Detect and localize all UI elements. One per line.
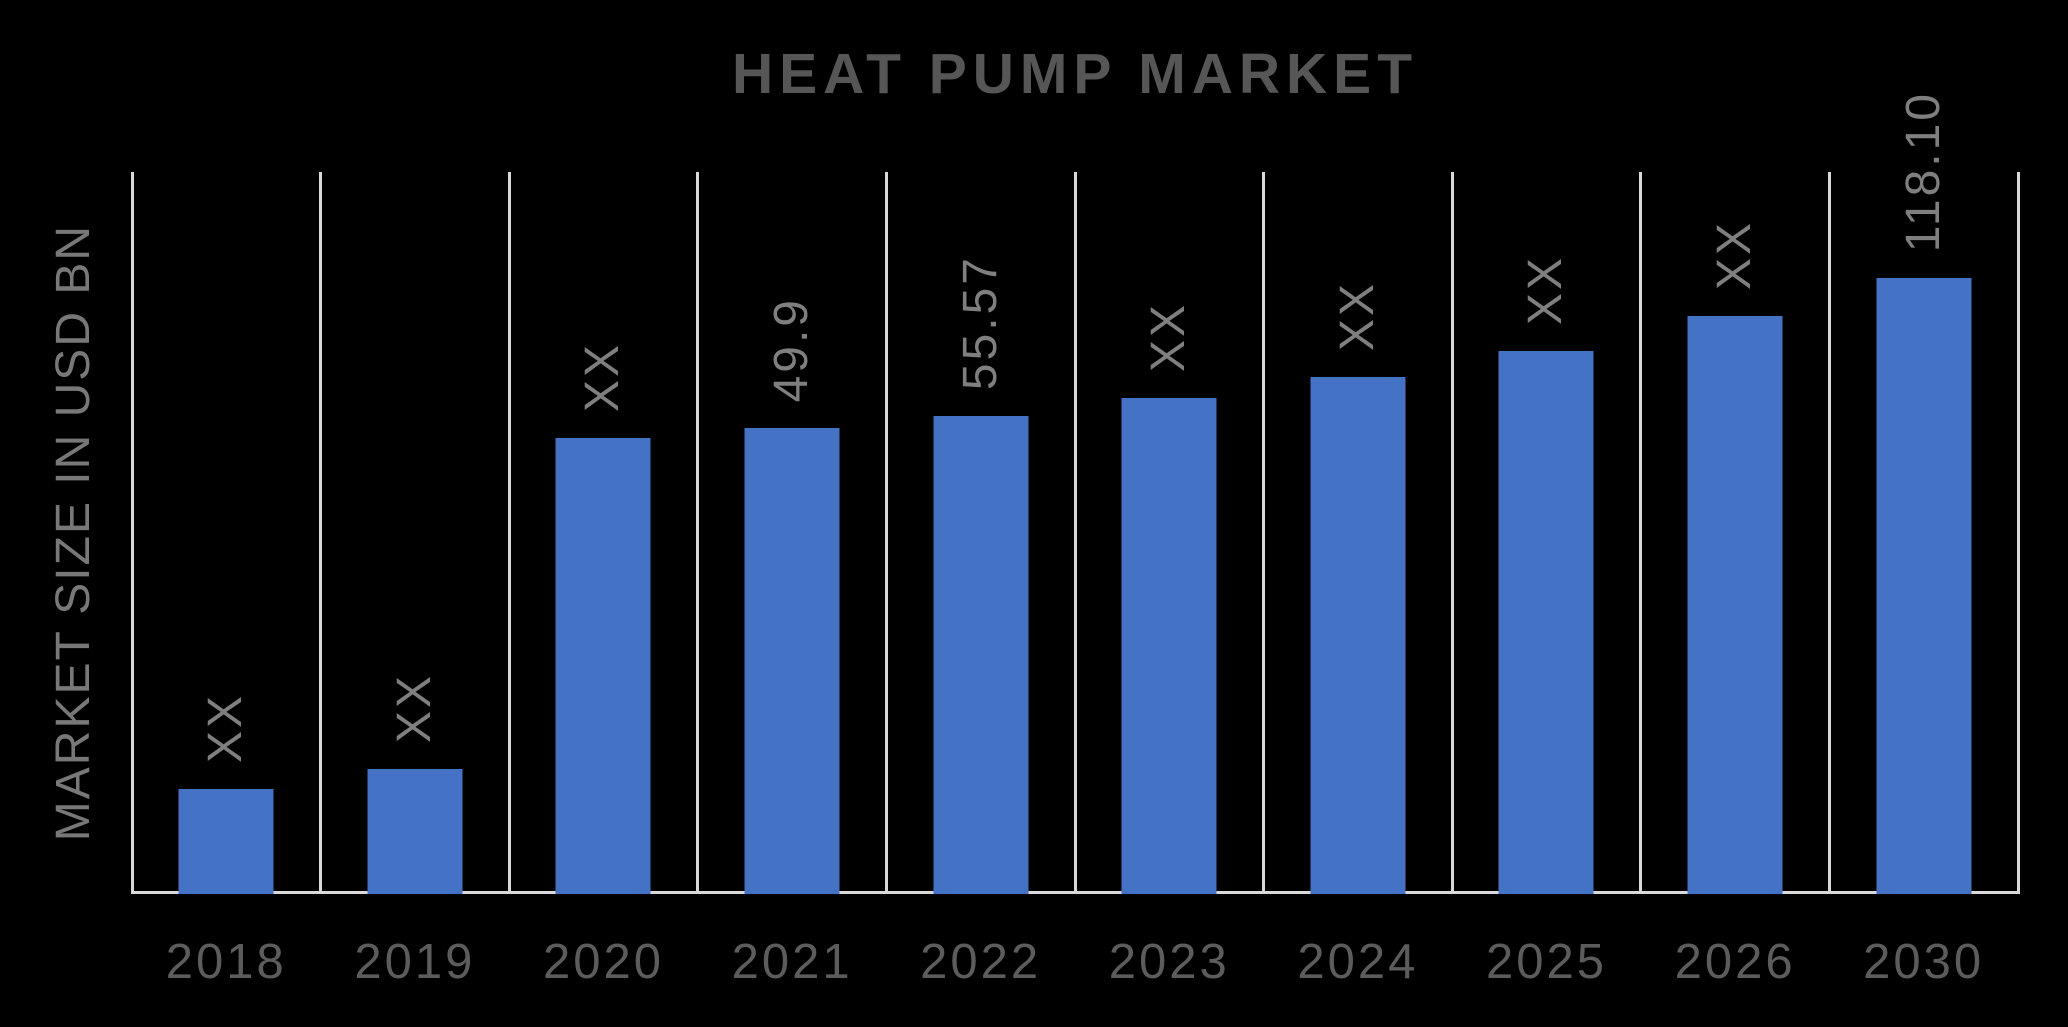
value-label-text: XX bbox=[1708, 219, 1762, 290]
x-axis-category-label: 2026 bbox=[1674, 935, 1796, 989]
chart-title: HEAT PUMP MARKET bbox=[731, 42, 1419, 106]
value-label: XX bbox=[1641, 220, 1830, 290]
value-label-text: 55.57 bbox=[953, 254, 1007, 390]
bar bbox=[1310, 377, 1406, 894]
y-axis-title-text: MARKET SIZE IN USD BN bbox=[47, 224, 100, 842]
gridline bbox=[507, 172, 511, 894]
bar bbox=[555, 438, 651, 894]
bar bbox=[367, 769, 463, 894]
bar bbox=[1121, 398, 1217, 894]
category-column: XX bbox=[1641, 172, 1830, 894]
bar bbox=[933, 416, 1029, 894]
value-label-text: XX bbox=[576, 341, 630, 412]
bar bbox=[1687, 316, 1783, 894]
gridline bbox=[130, 172, 134, 894]
value-label-text: XX bbox=[199, 692, 253, 763]
gridline bbox=[1827, 172, 1831, 894]
value-label: XX bbox=[1075, 302, 1264, 372]
bar bbox=[744, 428, 840, 894]
gridline bbox=[696, 172, 700, 894]
x-axis-labels: 2018 2019 2020 2021 2022 2023 2024 2025 2026 2030 bbox=[132, 933, 2018, 1003]
value-label-text: XX bbox=[1330, 280, 1384, 351]
x-axis-category-label: 2021 bbox=[731, 935, 853, 989]
value-label: 55.57 bbox=[886, 255, 1075, 390]
category-column: XX bbox=[1452, 172, 1641, 894]
value-label: XX bbox=[321, 673, 510, 743]
gridline bbox=[1262, 172, 1266, 894]
category-column: 118.10 bbox=[1829, 91, 2018, 894]
x-axis-category-label: 2023 bbox=[1108, 935, 1230, 989]
value-label: XX bbox=[509, 342, 698, 412]
bar bbox=[1876, 278, 1972, 894]
gridline bbox=[2016, 172, 2020, 894]
bar bbox=[178, 789, 274, 894]
category-column: 49.9 bbox=[698, 172, 887, 894]
x-axis-category-label: 2022 bbox=[920, 935, 1042, 989]
plot-area: XX XX XX 49.9 55.57 XX XX XX XX 118.10 bbox=[130, 91, 2020, 894]
gridline bbox=[1073, 172, 1077, 894]
value-label-text: XX bbox=[1142, 301, 1196, 372]
bar bbox=[1498, 351, 1594, 894]
value-label-text: XX bbox=[1519, 254, 1573, 325]
gridline bbox=[1639, 172, 1643, 894]
value-label-text: 118.10 bbox=[1896, 90, 1950, 252]
category-column: XX bbox=[132, 172, 321, 894]
x-axis-category-label: 2024 bbox=[1297, 935, 1419, 989]
gridline bbox=[884, 172, 888, 894]
value-label: XX bbox=[1452, 255, 1641, 325]
gridline bbox=[1450, 172, 1454, 894]
category-column: XX bbox=[1264, 172, 1453, 894]
gridline bbox=[319, 172, 323, 894]
value-label: 118.10 bbox=[1829, 91, 2018, 252]
x-axis-category-label: 2018 bbox=[165, 935, 287, 989]
x-axis-category-label: 2025 bbox=[1485, 935, 1607, 989]
value-label-text: 49.9 bbox=[765, 296, 819, 402]
value-label: 49.9 bbox=[698, 297, 887, 402]
x-axis-category-label: 2030 bbox=[1863, 935, 1985, 989]
value-label: XX bbox=[132, 693, 321, 763]
x-axis-category-label: 2020 bbox=[542, 935, 664, 989]
x-axis-category-label: 2019 bbox=[354, 935, 476, 989]
category-column: XX bbox=[509, 172, 698, 894]
category-column: XX bbox=[1075, 172, 1264, 894]
category-column: 55.57 bbox=[886, 172, 1075, 894]
value-label: XX bbox=[1264, 281, 1453, 351]
y-axis-title: MARKET SIZE IN USD BN bbox=[28, 172, 120, 894]
value-label-text: XX bbox=[387, 672, 441, 743]
category-column: XX bbox=[321, 172, 510, 894]
